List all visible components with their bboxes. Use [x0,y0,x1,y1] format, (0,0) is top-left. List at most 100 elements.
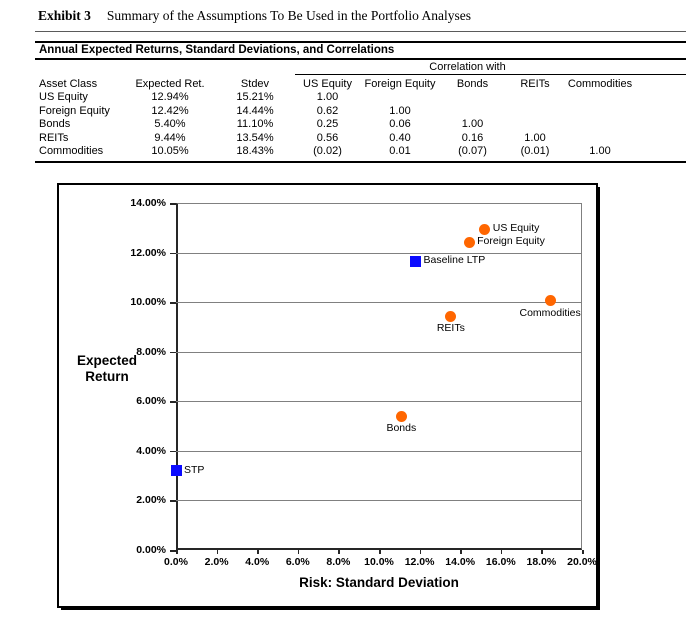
corr-foreign-equity-cell: 0.40 [389,131,411,144]
point-label-us-equity: US Equity [492,222,540,235]
asset-class-cell: US Equity [39,91,88,104]
h-gridline [176,302,582,304]
table-row-bonds: Bonds 5.40% 11.10% 0.25 0.06 1.00 [35,117,686,131]
expected-ret-cell: 9.44% [154,131,186,144]
exhibit-title: Summary of the Assumptions To Be Used in… [106,8,471,23]
exhibit-heading: Exhibit 3 Summary of the Assumptions To B… [38,8,471,24]
x-tick-label: 12.0% [404,556,435,568]
x-tick-label: 10.0% [364,556,394,568]
asset-class-cell: Bonds [39,118,71,131]
col-header-reits: REITs [520,77,550,90]
x-tick-label: 0.0% [164,556,188,568]
point-label-bonds: Bonds [386,422,417,435]
y-axis-tick [170,450,176,453]
corr-us-equity-cell: 1.00 [316,91,339,104]
table-row-commodities: Commodities 10.05% 18.43% (0.02) 0.01 (0… [35,144,686,158]
x-axis-tick [419,550,422,554]
x-tick-label: 4.0% [245,556,270,568]
x-tick-label: 2.0% [204,556,229,568]
x-tick-label: 8.0% [326,556,351,568]
point-label-reits: REITs [436,322,465,335]
point-reits [445,310,457,322]
y-axis-tick [170,302,176,304]
point-foreign-equity [463,236,475,248]
y-axis-tick [170,550,176,552]
stdev-cell: 18.43% [236,145,274,158]
corr-foreign-equity-cell: 1.00 [389,104,411,117]
y-axis-tick [170,500,176,502]
x-axis-tick [379,550,381,554]
point-label-foreign-equity: Foreign Equity [477,235,545,248]
point-commodities [544,295,556,307]
asset-class-cell: Foreign Equity [39,104,110,117]
table-title: Annual Expected Returns, Standard Deviat… [35,41,686,60]
assumptions-table: Annual Expected Returns, Standard Deviat… [35,31,686,163]
x-tick-label: 20.0% [567,556,597,568]
table-row-us-equity: US Equity 12.94% 15.21% 1.00 [35,90,686,104]
x-axis-tick [176,550,178,554]
corr-bonds-cell: 0.16 [461,131,484,144]
x-axis-tick [338,550,340,554]
h-gridline [176,500,582,502]
x-axis-tick [500,550,503,554]
stdev-cell: 15.21% [236,91,274,104]
y-tick-label: 2.00% [136,494,166,507]
correlation-header-row: Correlation with [35,60,686,75]
corr-foreign-equity-cell: 0.01 [389,145,411,158]
y-tick-label: 8.00% [136,345,166,358]
col-header-us-equity: US Equity [303,77,352,90]
corr-us-equity-cell: 0.56 [316,131,339,144]
corr-reits-cell: 1.00 [524,131,546,144]
table-bottom-rule [35,160,686,163]
expected-ret-cell: 10.05% [151,145,189,158]
point-bonds [395,410,407,422]
x-tick-label: 14.0% [445,556,476,568]
table-row-foreign-equity: Foreign Equity 12.42% 14.44% 0.62 1.00 [35,104,686,118]
corr-reits-cell: (0.01) [520,145,550,158]
corr-commodities-cell: 1.00 [589,145,611,158]
y-axis-title: Expected Return [76,353,138,384]
expected-ret-cell: 12.42% [151,104,189,117]
h-gridline [176,450,582,452]
corr-bonds-cell: 1.00 [461,118,484,131]
corr-bonds-cell: (0.07) [458,145,487,158]
corr-us-equity-cell: (0.02) [313,145,342,158]
corr-us-equity-cell: 0.62 [316,104,339,117]
plot-area [176,203,582,550]
corr-foreign-equity-cell: 0.06 [389,118,411,131]
x-axis-tick [216,550,219,554]
x-axis-title: Risk: Standard Deviation [299,575,459,590]
stdev-cell: 11.10% [236,118,274,131]
correlation-with-header: Correlation with [295,61,686,75]
stdev-cell: 14.44% [236,104,274,117]
x-axis-tick [460,550,462,554]
col-header-expected-ret: Expected Ret. [135,77,205,90]
expected-ret-cell: 5.40% [154,118,186,131]
asset-class-cell: Commodities [39,145,104,158]
x-tick-label: 18.0% [526,556,557,568]
h-gridline [176,252,582,254]
y-tick-label: 4.00% [136,444,166,457]
x-axis-tick [582,550,584,554]
y-axis-tick [170,203,176,205]
y-tick-label: 10.00% [130,296,166,309]
col-header-commodities: Commodities [567,77,633,90]
y-tick-label: 14.00% [130,197,166,209]
y-axis-tick [170,252,176,255]
col-header-stdev: Stdev [240,77,270,90]
y-axis-tick [170,351,176,354]
h-gridline [176,351,582,353]
point-label-commodities: Commodities [519,306,581,319]
expected-ret-cell: 12.94% [151,91,189,104]
point-baseline-ltp [410,255,422,267]
x-axis-tick [297,550,300,554]
col-header-foreign-equity: Foreign Equity [364,77,436,90]
point-stp [170,465,182,477]
table-row-reits: REITs 9.44% 13.54% 0.56 0.40 0.16 1.00 [35,131,686,145]
col-header-bonds: Bonds [456,77,489,90]
risk-return-chart: Expected Return Risk: Standard Deviation… [57,183,598,608]
x-axis-tick [257,550,259,554]
corr-us-equity-cell: 0.25 [316,118,339,131]
table-column-header-row: Asset Class Expected Ret. Stdev US Equit… [35,75,686,90]
exhibit-number: Exhibit 3 [38,8,91,23]
